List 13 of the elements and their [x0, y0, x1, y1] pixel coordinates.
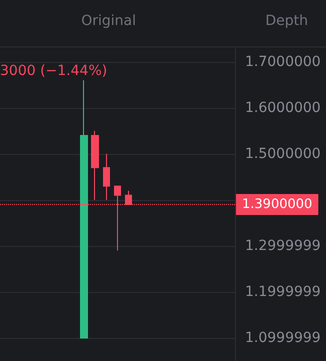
y-tick-label: 1.2999999 — [245, 238, 321, 254]
text: Original — [81, 13, 136, 29]
candlestick — [103, 153, 110, 200]
text: Depth — [265, 13, 308, 29]
y-tick-label: 1.5000000 — [245, 146, 321, 162]
y-tick-label: 1.6000000 — [245, 100, 321, 116]
y-tick-label: 1.0999999 — [245, 330, 321, 346]
candlestick — [80, 80, 88, 338]
y-tick-label: 1.1999999 — [245, 284, 321, 300]
candlestick — [91, 130, 99, 200]
ref-line-label: 1.3900000 — [242, 197, 312, 212]
annotation: 3000 (−1.44%) — [0, 63, 108, 79]
y-tick-label: 1.7000000 — [245, 54, 321, 70]
